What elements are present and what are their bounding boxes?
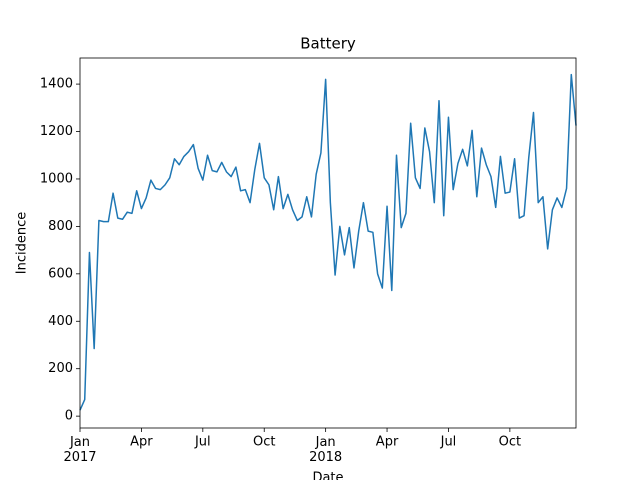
- y-tick-label: 400: [48, 314, 73, 329]
- x-tick-label: Jul: [194, 435, 211, 450]
- x-axis-label: Date: [312, 471, 343, 480]
- x-tick-label: Oct: [253, 435, 275, 450]
- y-axis-label: Incidence: [15, 212, 30, 274]
- x-tick-label: Jan 2017: [63, 435, 96, 465]
- x-tick-label: Jan 2018: [309, 435, 342, 465]
- data-line: [79, 73, 577, 411]
- x-tick-label: Oct: [499, 435, 521, 450]
- y-tick-label: 1400: [40, 77, 73, 92]
- x-tick-label: Jul: [440, 435, 457, 450]
- y-tick-label: 1200: [40, 124, 73, 139]
- x-tick-label: Apr: [130, 435, 153, 450]
- chart-title: Battery: [300, 35, 356, 53]
- y-tick-label: 1000: [40, 171, 73, 186]
- y-tick-label: 800: [48, 219, 73, 234]
- y-tick-label: 200: [48, 361, 73, 376]
- x-tick-label: Apr: [376, 435, 399, 450]
- plot-frame: [79, 57, 577, 429]
- y-tick-label: 600: [48, 266, 73, 281]
- y-tick-label: 0: [65, 409, 73, 424]
